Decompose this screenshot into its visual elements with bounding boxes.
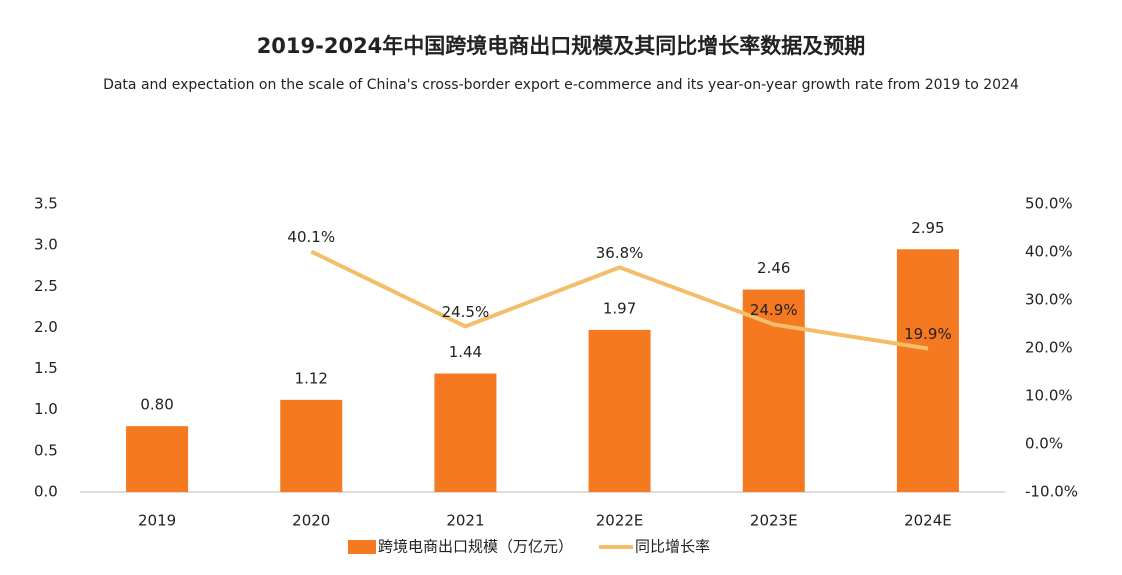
line-value-label: 24.5% [442, 303, 490, 321]
x-tick-label: 2020 [292, 512, 330, 530]
y2-tick-label: 10.0% [1025, 387, 1073, 405]
line-value-label: 36.8% [596, 244, 644, 262]
bar [742, 289, 805, 492]
x-tick-label: 2021 [446, 512, 484, 530]
x-tick-label: 2023E [750, 512, 798, 530]
bar-value-label: 1.44 [449, 343, 482, 361]
x-tick-label: 2019 [138, 512, 176, 530]
y2-tick-label: 50.0% [1025, 195, 1073, 213]
y-tick-label: 3.5 [34, 195, 58, 213]
chart-subtitle: Data and expectation on the scale of Chi… [103, 77, 1019, 93]
y-tick-label: 1.0 [34, 400, 58, 418]
bar-value-label: 1.97 [603, 299, 636, 317]
x-tick-label: 2022E [596, 512, 644, 530]
y-tick-label: 0.0 [34, 483, 58, 501]
line-value-label: 24.9% [750, 301, 798, 319]
bar [588, 329, 651, 492]
bar-value-label: 0.80 [140, 396, 173, 414]
bar [280, 399, 343, 492]
line-value-label: 40.1% [287, 228, 335, 246]
y-tick-label: 3.0 [34, 236, 58, 254]
bar-value-label: 2.95 [911, 219, 944, 237]
legend-label: 同比增长率 [635, 538, 710, 556]
bar [434, 373, 497, 492]
legend-label: 跨境电商出口规模（万亿元） [378, 538, 573, 556]
bar-value-label: 2.46 [757, 259, 790, 277]
y-tick-label: 2.5 [34, 277, 58, 295]
y-tick-label: 2.0 [34, 318, 58, 336]
y-tick-label: 1.5 [34, 359, 58, 377]
y-tick-label: 0.5 [34, 441, 58, 459]
y2-tick-label: -10.0% [1025, 483, 1078, 501]
x-tick-label: 2024E [904, 512, 952, 530]
line-value-label: 19.9% [904, 325, 952, 343]
y2-tick-label: 40.0% [1025, 243, 1073, 261]
bar [126, 426, 189, 492]
y2-tick-label: 0.0% [1025, 435, 1063, 453]
chart-title: 2019-2024年中国跨境电商出口规模及其同比增长率数据及预期 [257, 34, 866, 58]
bar-value-label: 1.12 [295, 369, 328, 387]
y2-tick-label: 30.0% [1025, 291, 1073, 309]
y2-tick-label: 20.0% [1025, 339, 1073, 357]
legend-swatch [348, 540, 376, 554]
bar [896, 249, 959, 492]
line [310, 249, 929, 351]
